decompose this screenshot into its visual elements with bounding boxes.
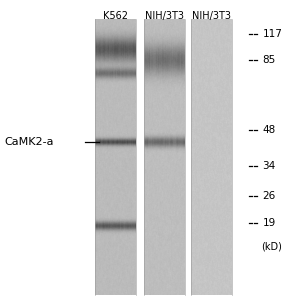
Text: 34: 34 <box>262 161 276 171</box>
Text: (kD): (kD) <box>261 242 282 252</box>
Text: NIH/3T3: NIH/3T3 <box>145 11 184 21</box>
Text: 26: 26 <box>262 191 276 201</box>
Text: NIH/3T3: NIH/3T3 <box>192 11 231 21</box>
Text: 48: 48 <box>262 125 276 135</box>
Text: 85: 85 <box>262 55 276 65</box>
Text: 19: 19 <box>262 218 276 228</box>
Text: 117: 117 <box>262 29 282 39</box>
Text: K562: K562 <box>103 11 128 21</box>
Text: CaMK2-a: CaMK2-a <box>4 137 54 147</box>
